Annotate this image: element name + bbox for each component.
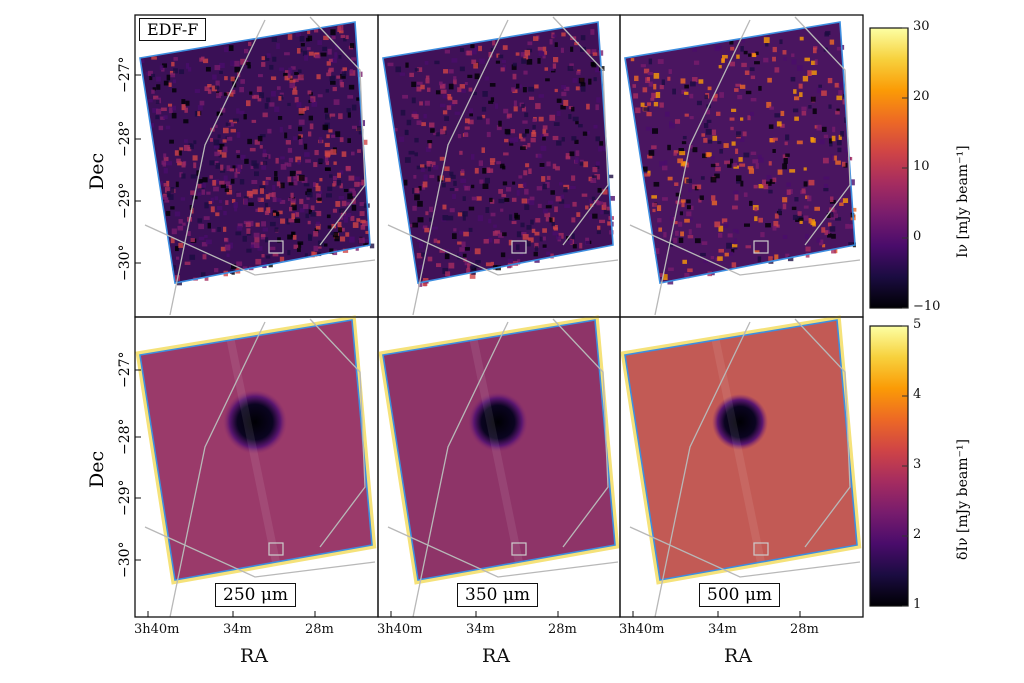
- wavelength-label-250: 250 μm: [215, 583, 297, 607]
- colorbar-intensity: [869, 27, 909, 309]
- colorbar-label-bottom: δIν [mJy beam⁻¹]: [955, 439, 971, 560]
- colorbar-tick-label: 0: [913, 229, 922, 244]
- y-tick-label: −30°: [117, 541, 133, 578]
- y-axis-label-top: Dec: [86, 152, 108, 190]
- map-panel-noise-500: [620, 315, 862, 618]
- y-tick-label: −28°: [117, 120, 133, 157]
- y-tick-label: −28°: [117, 418, 133, 455]
- map-panel-noise-250: [135, 315, 377, 618]
- x-tick-label: 3h40m: [619, 622, 665, 637]
- y-tick-label: −27°: [117, 56, 133, 93]
- x-tick-label: 34m: [708, 622, 737, 637]
- wavelength-label-500: 500 μm: [699, 583, 781, 607]
- x-tick-label: 28m: [305, 622, 334, 637]
- y-tick-label: −29°: [117, 182, 133, 219]
- colorbar-tick-label: 2: [913, 527, 922, 542]
- colorbar-tick-label: 5: [913, 317, 922, 332]
- colorbar-tick-label: −10: [913, 299, 941, 314]
- colorbar-tick-label: 20: [913, 89, 930, 104]
- x-tick-label: 28m: [548, 622, 577, 637]
- colorbar-tick-label: 30: [913, 19, 930, 34]
- panel-frame: [619, 316, 864, 618]
- y-tick-label: −30°: [117, 244, 133, 281]
- colorbar-noise: [869, 325, 909, 607]
- colorbar-tick-label: 3: [913, 457, 922, 472]
- x-tick-label: 3h40m: [377, 622, 423, 637]
- map-panel-intensity-350: [382, 16, 619, 316]
- colorbar-label-top: Iν [mJy beam⁻¹]: [955, 145, 971, 258]
- x-tick-label: 3h40m: [134, 622, 180, 637]
- colorbar-tick-label: 4: [913, 387, 922, 402]
- colorbar-tick-label: 1: [913, 597, 922, 612]
- x-axis-label-3: RA: [724, 645, 753, 667]
- wavelength-label-350: 350 μm: [457, 583, 539, 607]
- colorbar-tick-label: 10: [913, 159, 930, 174]
- x-tick-label: 28m: [790, 622, 819, 637]
- x-tick-label: 34m: [466, 622, 495, 637]
- map-panel-intensity-250: [139, 16, 376, 316]
- y-axis-label-bottom: Dec: [86, 450, 108, 488]
- x-axis-label-1: RA: [240, 645, 269, 667]
- x-axis-label-2: RA: [482, 645, 511, 667]
- y-tick-label: −27°: [117, 351, 133, 388]
- field-label: EDF-F: [139, 18, 207, 41]
- map-panel-noise-350: [378, 315, 620, 618]
- map-panel-intensity-500: [624, 16, 861, 316]
- y-tick-label: −29°: [117, 479, 133, 516]
- x-tick-label: 34m: [223, 622, 252, 637]
